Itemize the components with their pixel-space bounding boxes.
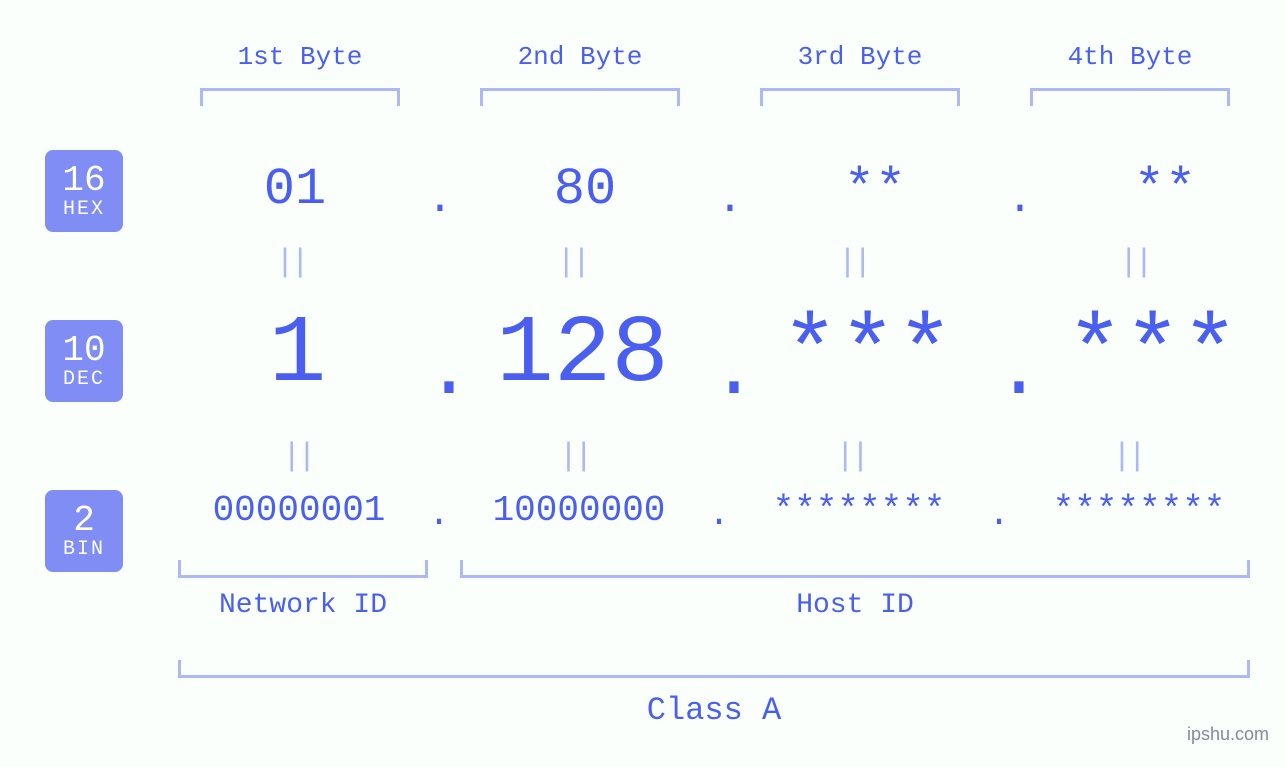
base-num-bin: 2 (45, 502, 123, 540)
bin-byte-4: ******** (1010, 490, 1268, 531)
hex-row: 01 . 80 . ** . ** (170, 160, 1255, 219)
eq-icon: || (838, 244, 868, 281)
byte-bracket-1 (200, 88, 400, 106)
eq-icon: || (282, 438, 312, 475)
watermark: ipshu.com (1187, 724, 1269, 745)
byte-bracket-3 (760, 88, 960, 106)
base-label-hex: HEX (45, 199, 123, 220)
byte-header-3: 3rd Byte (760, 42, 960, 72)
dec-sep-1: . (425, 327, 455, 418)
byte-header-1: 1st Byte (200, 42, 400, 72)
class-bracket (178, 660, 1250, 678)
class-label: Class A (178, 692, 1250, 729)
hex-byte-4: ** (1040, 160, 1285, 219)
hex-byte-1: 01 (170, 160, 420, 219)
host-id-bracket (460, 560, 1250, 578)
byte-header-2: 2nd Byte (480, 42, 680, 72)
hex-sep-2: . (710, 175, 750, 225)
dec-byte-2: 128 (455, 300, 710, 409)
equals-row-top: || || || || (170, 244, 1255, 281)
eq-icon: || (557, 244, 587, 281)
dec-byte-3: *** (740, 300, 995, 409)
hex-byte-2: 80 (460, 160, 710, 219)
eq-icon: || (1119, 244, 1149, 281)
hex-sep-3: . (1000, 175, 1040, 225)
equals-row-bottom: || || || || (170, 438, 1255, 475)
host-id-label: Host ID (460, 590, 1250, 621)
dec-row: 1 . 128 . *** . *** (170, 300, 1255, 409)
bin-row: 00000001 . 10000000 . ******** . *******… (170, 490, 1255, 531)
base-badge-bin: 2 BIN (45, 490, 123, 572)
eq-icon: || (1112, 438, 1142, 475)
eq-icon: || (275, 244, 305, 281)
base-num-dec: 10 (45, 332, 123, 370)
bin-sep-2: . (708, 494, 730, 535)
byte-bracket-2 (480, 88, 680, 106)
network-id-label: Network ID (178, 590, 428, 621)
hex-byte-3: ** (750, 160, 1000, 219)
bin-byte-2: 10000000 (450, 490, 708, 531)
base-num-hex: 16 (45, 162, 123, 200)
base-badge-dec: 10 DEC (45, 320, 123, 402)
dec-sep-3: . (995, 327, 1025, 418)
bin-byte-1: 00000001 (170, 490, 428, 531)
hex-sep-1: . (420, 175, 460, 225)
byte-header-4: 4th Byte (1030, 42, 1230, 72)
dec-byte-1: 1 (170, 300, 425, 409)
eq-icon: || (559, 438, 589, 475)
network-id-bracket (178, 560, 428, 578)
byte-bracket-4 (1030, 88, 1230, 106)
dec-byte-4: *** (1025, 300, 1280, 409)
bin-sep-1: . (428, 494, 450, 535)
base-label-bin: BIN (45, 539, 123, 560)
base-badge-hex: 16 HEX (45, 150, 123, 232)
eq-icon: || (836, 438, 866, 475)
ip-structure-diagram: 1st Byte 2nd Byte 3rd Byte 4th Byte 16 H… (0, 0, 1285, 767)
dec-sep-2: . (710, 327, 740, 418)
bin-byte-3: ******** (730, 490, 988, 531)
bin-sep-3: . (988, 494, 1010, 535)
base-label-dec: DEC (45, 369, 123, 390)
